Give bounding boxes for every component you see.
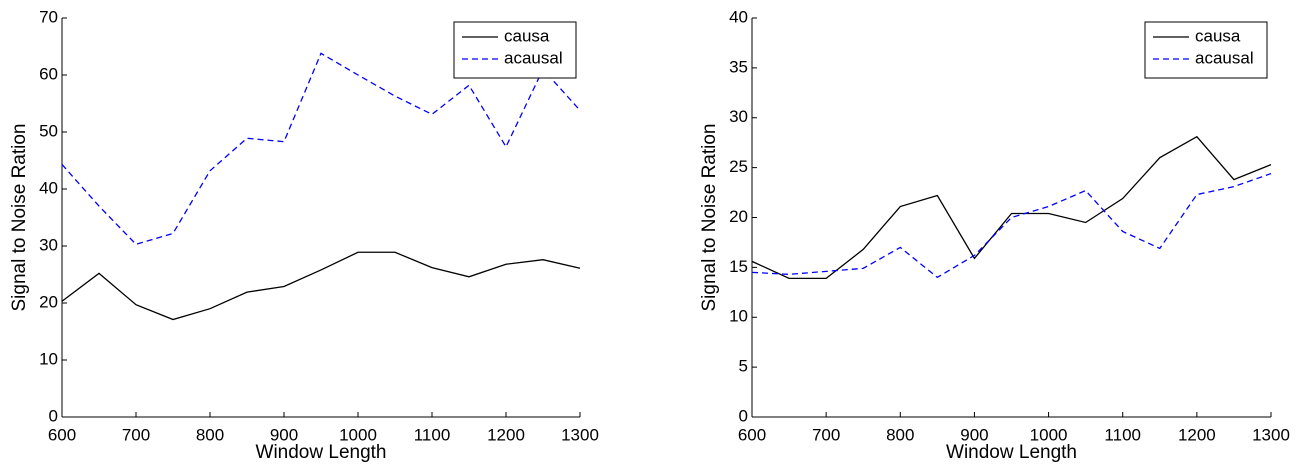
y-tick-label: 60: [39, 64, 58, 83]
y-tick-label: 15: [729, 257, 748, 276]
y-tick-label: 10: [729, 307, 748, 326]
y-axis-label: Signal to Noise Ration: [9, 124, 30, 312]
legend-box: [453, 21, 577, 79]
x-tick-label: 1300: [561, 425, 599, 444]
series-line: [751, 172, 1272, 279]
y-tick-label: 40: [729, 7, 748, 26]
y-tick-label: 35: [729, 57, 748, 76]
x-tick-label: 700: [812, 425, 840, 444]
legend-label: acausal: [1195, 48, 1254, 67]
x-tick-label: 900: [270, 425, 298, 444]
x-tick-label: 1100: [1104, 425, 1141, 444]
legend-box: [1144, 21, 1268, 79]
x-tick-label: 800: [196, 425, 224, 444]
x-axis-label: Window Length: [946, 442, 1077, 463]
x-tick-label: 1000: [1030, 425, 1068, 444]
y-tick-label: 30: [729, 107, 748, 126]
x-axis-label: Window Length: [256, 442, 387, 463]
y-tick-label: 20: [729, 207, 748, 226]
chart: 0 10 20 30 40 50 60 70 600 700 800 900 1000 1100 1200 1…: [9, 7, 599, 463]
y-tick-label: 50: [39, 121, 58, 140]
x-tick-label: 1000: [339, 425, 377, 444]
series-line: [61, 251, 581, 321]
legend-label: acausal: [504, 48, 563, 67]
y-tick-label: 25: [729, 157, 748, 176]
series-line: [751, 135, 1272, 279]
x-tick-label: 1200: [487, 425, 525, 444]
legend-label: causa: [504, 26, 550, 45]
series-line: [61, 52, 581, 246]
y-tick-label: 70: [39, 7, 58, 26]
chart: 0 5 10 15 20 25 30 35 40 600 700 800 900 1000 1100 1200…: [699, 7, 1290, 463]
y-axis-label: Signal to Noise Ration: [699, 124, 720, 312]
y-tick-label: 0: [49, 406, 58, 425]
x-tick-label: 600: [48, 425, 76, 444]
y-tick-label: 5: [739, 357, 748, 376]
x-tick-label: 1200: [1178, 425, 1216, 444]
y-tick-label: 40: [39, 178, 58, 197]
y-tick-label: 30: [39, 235, 58, 254]
x-tick-label: 600: [738, 425, 766, 444]
x-tick-label: 900: [960, 425, 988, 444]
y-tick-label: 10: [39, 349, 58, 368]
legend-label: causa: [1195, 26, 1241, 45]
x-tick-label: 800: [886, 425, 914, 444]
x-tick-label: 1300: [1252, 425, 1290, 444]
x-tick-label: 1100: [414, 425, 451, 444]
x-tick-label: 700: [122, 425, 150, 444]
y-tick-label: 0: [739, 406, 748, 425]
y-tick-label: 20: [39, 292, 58, 311]
